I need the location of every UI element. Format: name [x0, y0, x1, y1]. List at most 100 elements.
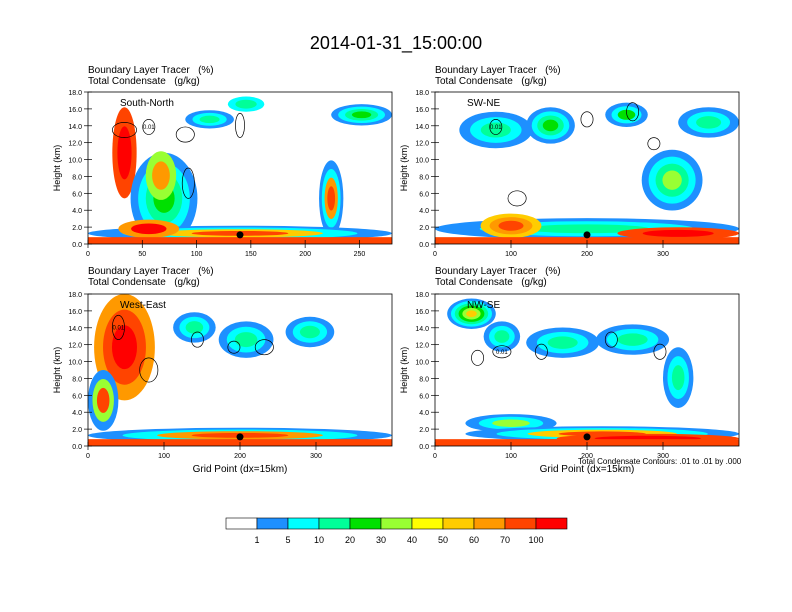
y-tick-label: 8.0 [72, 376, 82, 383]
tracer-blob-6-level-3 [327, 186, 336, 211]
y-tick-label: 4.0 [419, 410, 429, 417]
y-tick-label: 18.0 [415, 292, 429, 299]
tracer-unit: (%) [545, 266, 561, 277]
legend-swatch-6 [411, 517, 444, 530]
tracer-blob-4-level-1 [235, 99, 257, 109]
panel-title-2: Total Condensate (g/kg) [88, 76, 200, 88]
condensate-contour-4 [111, 122, 137, 138]
legend-label-100: 100 [528, 535, 543, 545]
location-dot [236, 433, 244, 441]
condensate-unit: (g/kg) [174, 277, 200, 288]
condensate-contour-3 [181, 167, 195, 199]
condensate-contour-1 [175, 126, 195, 143]
x-tick-label: 200 [234, 453, 246, 460]
y-tick-label: 0.0 [419, 444, 429, 451]
y-axis-label: Height (km) [52, 145, 62, 192]
legend-swatch-10 [535, 517, 568, 530]
surface-layer [88, 237, 392, 244]
y-axis-label: Height (km) [52, 347, 62, 394]
y-tick-label: 2.0 [419, 225, 429, 232]
tracer-blob-0-level-2 [480, 122, 511, 138]
tracer-blob-1-level-2 [494, 330, 510, 343]
legend-label-60: 60 [469, 535, 479, 545]
condensate-label: Total Condensate [435, 277, 513, 288]
tracer-unit: (%) [545, 65, 561, 76]
x-tick-label: 300 [657, 453, 669, 460]
x-axis-label: Grid Point (dx=15km) [193, 464, 288, 475]
location-dot [583, 231, 591, 239]
condensate-contour-2 [604, 331, 618, 348]
plot-sw-ne: 0.01 SW-NE 0.0 2.0 4.0 6.0 8.0 10.0 12.0 14.0 16.0… [399, 90, 740, 258]
y-tick-label: 6.0 [419, 393, 429, 400]
legend-label-5: 5 [285, 535, 290, 545]
y-tick-label: 6.0 [72, 191, 82, 198]
legend-label-70: 70 [500, 535, 510, 545]
x-tick-label: 300 [657, 251, 669, 258]
x-tick-label: 50 [138, 251, 146, 258]
y-tick-label: 8.0 [72, 174, 82, 181]
tracer-label: Boundary Layer Tracer [435, 266, 537, 277]
condensate-contour-0 [111, 314, 125, 340]
condensate-contour-4 [507, 190, 527, 207]
x-tick-label: 300 [310, 453, 322, 460]
x-tick-label: 0 [433, 251, 437, 258]
y-tick-label: 4.0 [72, 410, 82, 417]
y-tick-label: 2.0 [72, 427, 82, 434]
y-tick-label: 18.0 [68, 292, 82, 299]
legend-swatch-1 [256, 517, 289, 530]
condensate-unit: (g/kg) [521, 277, 547, 288]
cross-section-name: South-North [120, 98, 174, 109]
legend-swatch-8 [473, 517, 506, 530]
tracer-blob-2-level-2 [185, 321, 204, 334]
y-tick-label: 6.0 [419, 191, 429, 198]
legend-swatch-0 [225, 517, 258, 530]
panel-title-2: Total Condensate (g/kg) [88, 277, 200, 289]
panel-title-1: Boundary Layer Tracer (%) [88, 65, 214, 77]
legend-label-50: 50 [438, 535, 448, 545]
condensate-contour-1 [580, 111, 594, 128]
y-tick-label: 10.0 [415, 360, 429, 367]
condensate-contour-2 [235, 112, 245, 138]
y-axis-label: Height (km) [399, 347, 409, 394]
x-tick-label: 200 [299, 251, 311, 258]
legend-label-30: 30 [376, 535, 386, 545]
tracer-blob-5-level-2 [492, 419, 530, 427]
contour-label: 0.01 [490, 125, 502, 131]
y-tick-label: 10.0 [68, 360, 82, 367]
tracer-blob-5-level-3 [351, 111, 372, 119]
y-tick-label: 8.0 [419, 376, 429, 383]
y-tick-label: 12.0 [68, 343, 82, 350]
condensate-label: Total Condensate [88, 76, 166, 87]
y-tick-label: 14.0 [415, 124, 429, 131]
y-tick-label: 0.0 [72, 242, 82, 249]
cross-section-name: SW-NE [467, 98, 500, 109]
tracer-blob-3-level-2 [199, 115, 220, 124]
condensate-contour-3 [254, 339, 274, 356]
y-tick-label: 12.0 [68, 141, 82, 148]
y-tick-label: 14.0 [68, 326, 82, 333]
condensate-contour-0 [492, 345, 512, 359]
y-tick-label: 12.0 [415, 343, 429, 350]
x-tick-label: 250 [354, 251, 366, 258]
contour-label: 0.01 [113, 325, 125, 331]
condensate-contour-2 [626, 102, 640, 122]
panel-title-1: Boundary Layer Tracer (%) [435, 266, 561, 278]
condensate-contour-0 [489, 119, 503, 135]
y-tick-label: 2.0 [72, 225, 82, 232]
tracer-blob-1-level-2 [96, 387, 110, 413]
tracer-blob-0-level-1 [117, 126, 132, 180]
condensate-contour-0 [142, 119, 156, 135]
y-tick-label: 10.0 [415, 158, 429, 165]
x-tick-label: 200 [581, 251, 593, 258]
tracer-blob-3-level-2 [234, 332, 258, 348]
legend-swatch-2 [287, 517, 320, 530]
tracer-blob-2-level-2 [547, 336, 578, 349]
panel-title-2: Total Condensate (g/kg) [435, 277, 547, 289]
cross-section-name: NW-SE [467, 300, 500, 311]
plot-frame [87, 91, 393, 245]
y-axis-label: Height (km) [399, 145, 409, 192]
condensate-contour-1 [191, 331, 204, 348]
tracer-blob-3-level-2 [696, 116, 722, 129]
tracer-blob-0-level-2 [111, 325, 137, 370]
